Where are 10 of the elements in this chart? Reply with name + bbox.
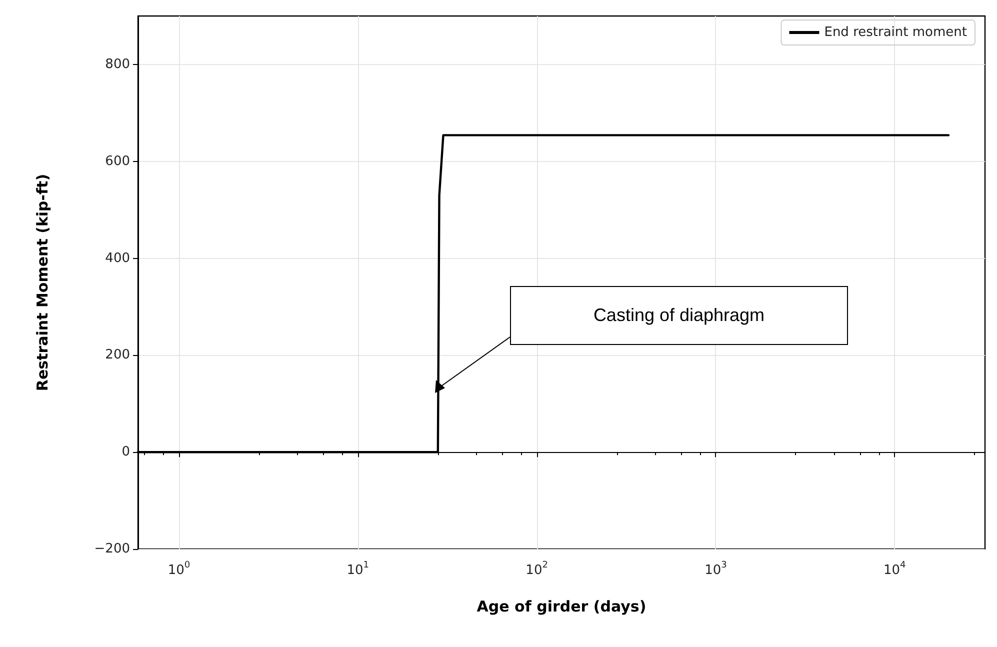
y-tick-label: 800 [105, 56, 130, 72]
y-axis-title: Restraint Moment (kip-ft) [34, 174, 52, 392]
y-tick-label: 400 [105, 250, 130, 266]
y-tick-label: 0 [122, 444, 130, 460]
callout-box: Casting of diaphragm [510, 286, 848, 345]
y-tick-label: 600 [105, 154, 130, 169]
y-tick-label: −200 [94, 542, 130, 556]
legend-label: End restraint moment [824, 25, 968, 40]
x-axis-title: Age of girder (days) [476, 598, 646, 616]
y-tick-label: 200 [105, 348, 130, 363]
